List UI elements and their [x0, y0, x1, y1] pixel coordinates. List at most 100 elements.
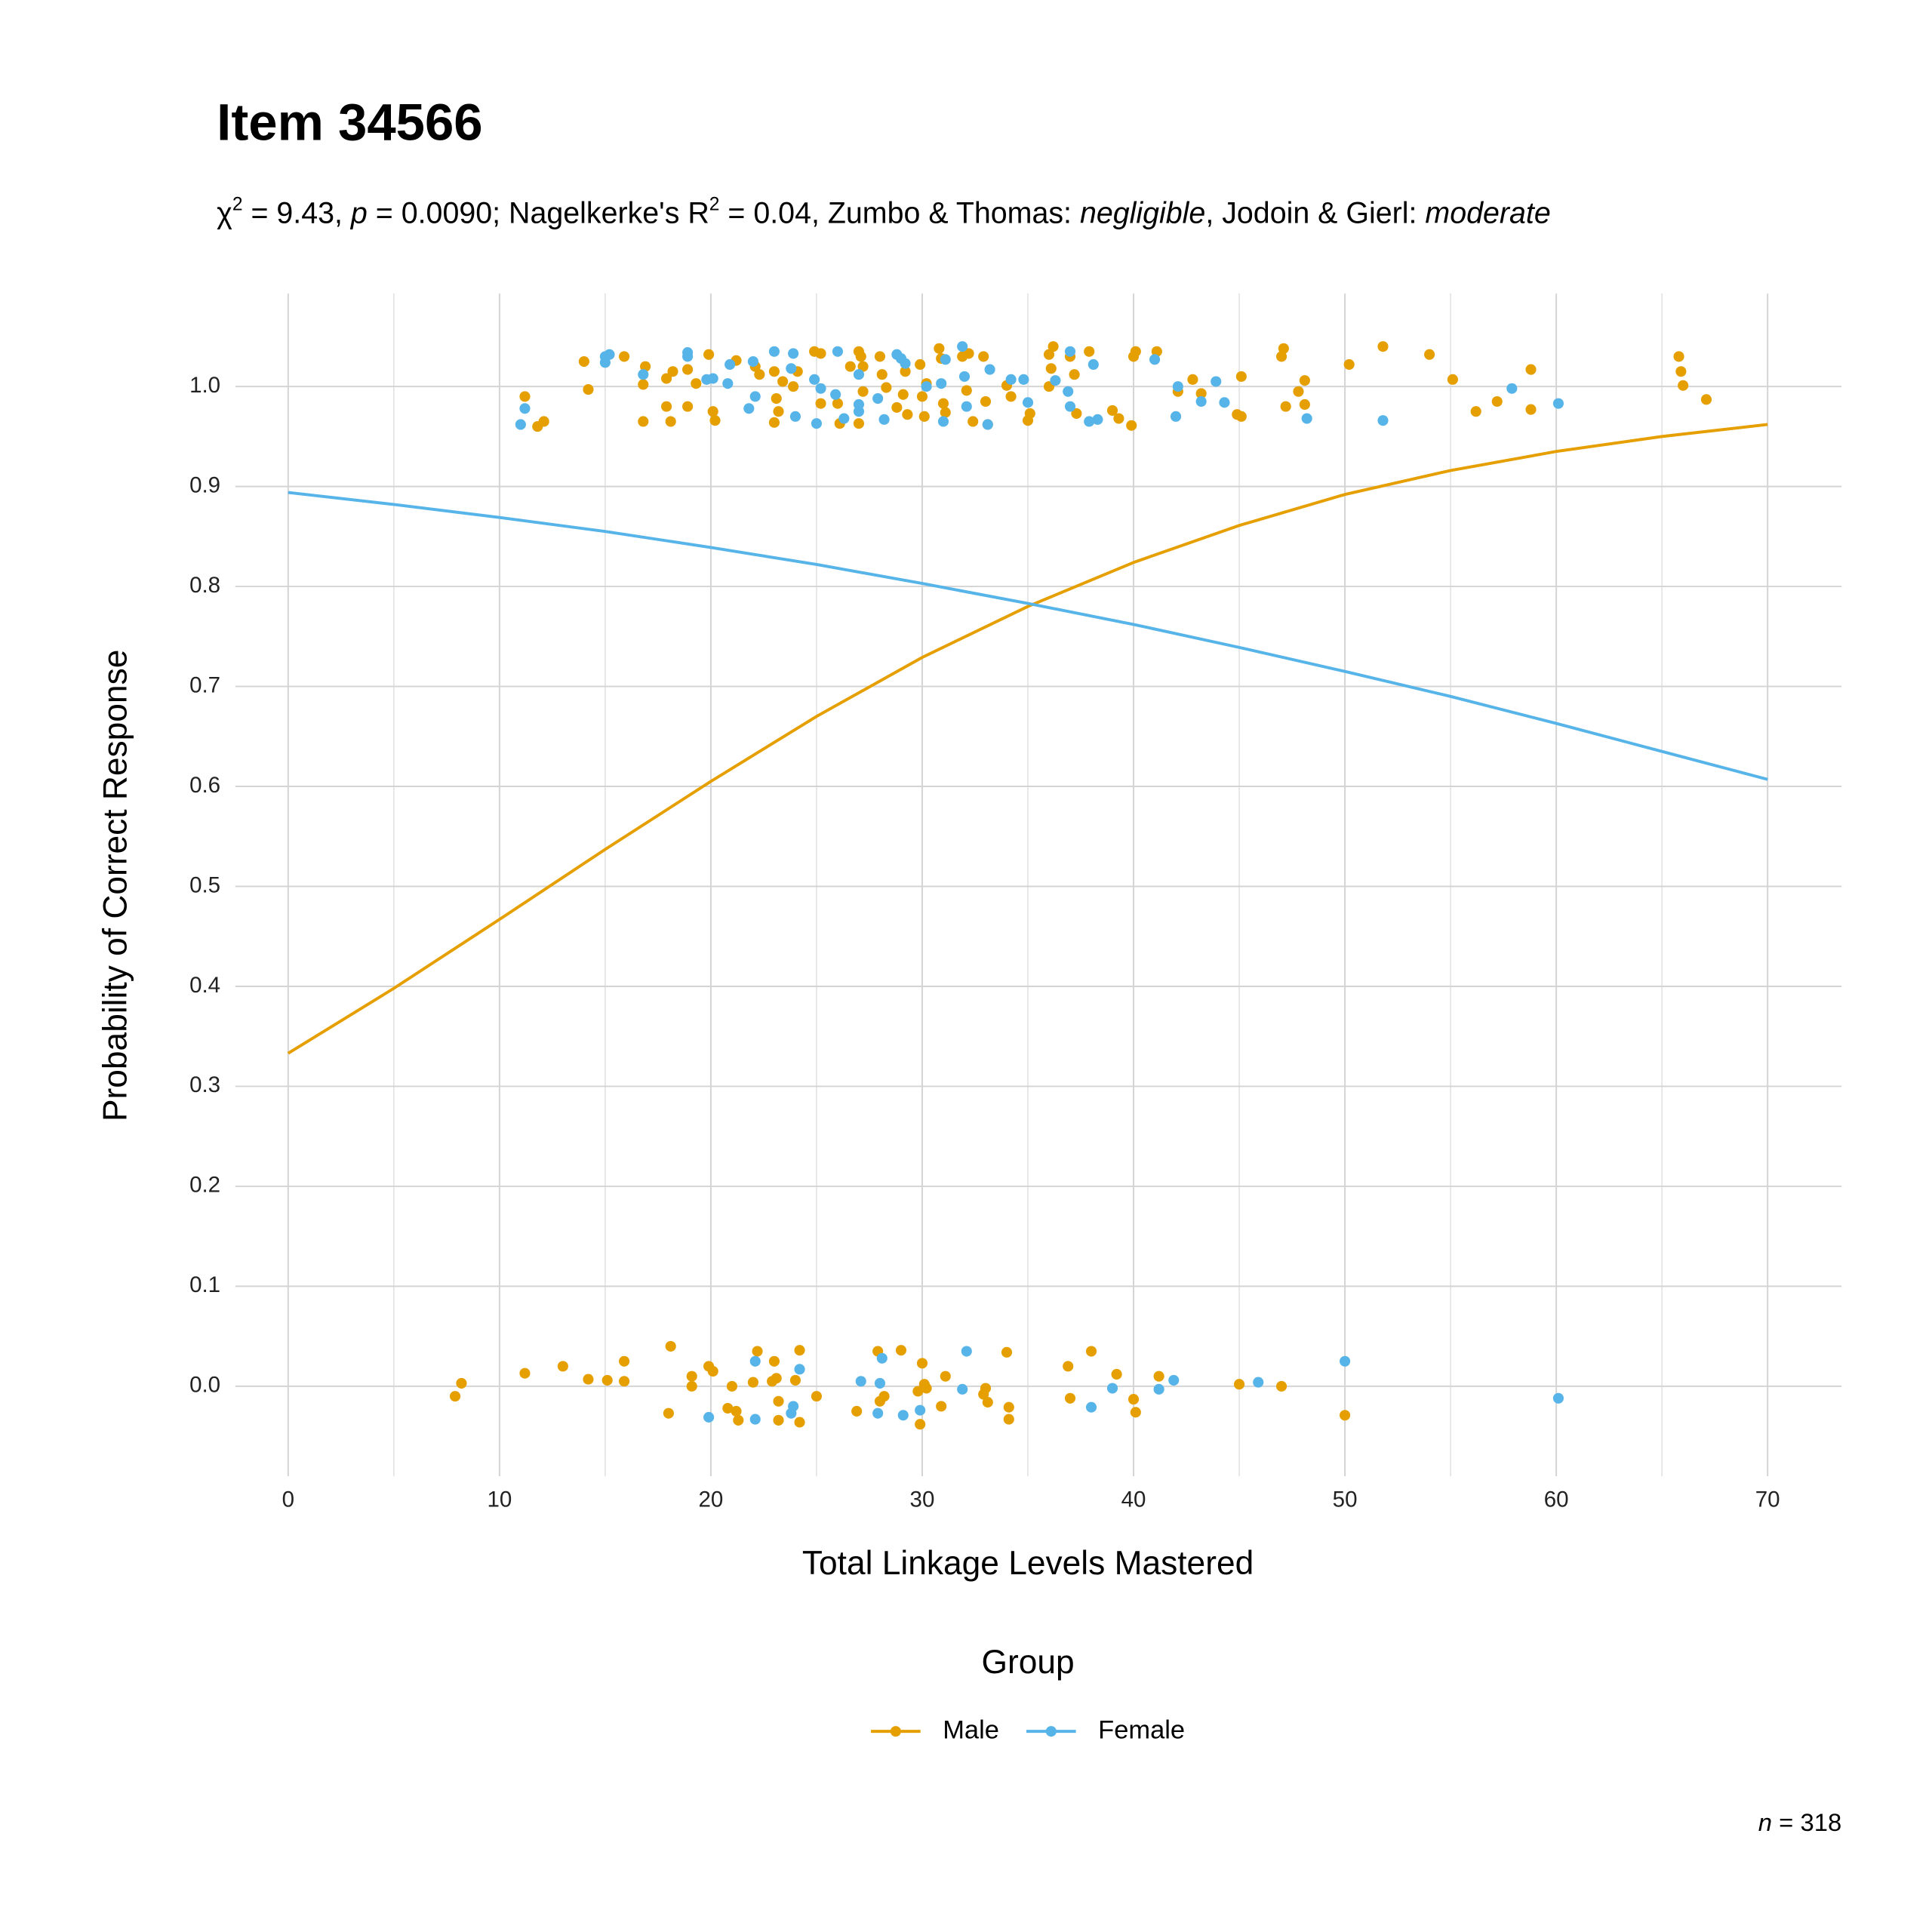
data-point — [749, 391, 761, 402]
data-point — [789, 1374, 801, 1386]
data-point — [853, 369, 865, 380]
data-point — [665, 1340, 676, 1352]
data-point — [1003, 1401, 1014, 1413]
data-point — [1130, 346, 1141, 357]
data-point — [940, 407, 951, 418]
text-part: 2 — [232, 195, 243, 215]
data-point — [876, 369, 888, 380]
data-point — [811, 1391, 822, 1402]
data-point — [456, 1377, 467, 1389]
data-point — [921, 381, 932, 392]
data-point — [724, 358, 736, 371]
data-point — [1022, 397, 1034, 408]
x-tick-label: 70 — [1755, 1487, 1780, 1512]
data-point — [1001, 1346, 1013, 1358]
data-point — [1005, 391, 1017, 402]
data-point — [707, 373, 718, 384]
data-point — [686, 1371, 697, 1382]
data-point — [1092, 414, 1103, 425]
data-point — [1151, 346, 1162, 357]
data-point — [1195, 388, 1207, 399]
data-point — [1043, 349, 1055, 360]
data-point — [902, 409, 913, 420]
data-point — [1293, 386, 1304, 397]
data-point — [853, 346, 865, 357]
data-point — [1343, 358, 1355, 371]
text-part: p — [350, 197, 368, 230]
data-point — [1299, 398, 1310, 411]
data-point — [832, 346, 844, 357]
text-part: n — [1758, 1808, 1772, 1836]
data-point — [838, 413, 850, 424]
data-point — [940, 1371, 951, 1382]
data-point — [1088, 358, 1099, 371]
data-point — [961, 385, 972, 396]
data-point — [1219, 397, 1230, 408]
data-point — [1211, 376, 1222, 387]
data-point — [1491, 395, 1503, 408]
x-tick-label: 60 — [1544, 1487, 1569, 1512]
data-point — [1340, 1410, 1351, 1421]
data-point — [891, 401, 903, 414]
data-point — [900, 366, 911, 377]
data-point — [809, 374, 820, 385]
data-point — [752, 1346, 763, 1357]
x-tick-label: 10 — [487, 1487, 512, 1512]
data-point — [1130, 1407, 1141, 1418]
data-point — [794, 1345, 805, 1356]
sample-size-note: n = 318 — [1758, 1808, 1841, 1836]
data-point — [619, 1355, 630, 1367]
data-point — [878, 414, 890, 425]
data-point — [733, 1414, 744, 1426]
data-point — [515, 419, 526, 430]
data-point — [1301, 413, 1312, 424]
data-point — [1525, 404, 1537, 415]
data-point — [1552, 398, 1564, 409]
data-point — [1084, 346, 1095, 357]
data-point — [604, 349, 615, 360]
data-point — [872, 392, 884, 405]
data-point — [773, 1395, 784, 1407]
fitted-curve — [288, 491, 1768, 781]
data-point — [978, 351, 989, 362]
data-point — [667, 366, 678, 377]
data-point — [1128, 1394, 1140, 1405]
data-point — [961, 1346, 972, 1357]
data-point — [1280, 401, 1291, 412]
y-tick-label: 0.4 — [189, 973, 220, 998]
y-tick-label: 0.3 — [189, 1072, 220, 1097]
legend-key-dot — [1045, 1726, 1057, 1737]
data-point — [1018, 374, 1029, 385]
data-point — [691, 378, 702, 389]
data-point — [916, 1358, 928, 1369]
data-point — [789, 411, 801, 422]
data-point — [1111, 1368, 1122, 1380]
data-point — [773, 406, 784, 417]
y-tick-label: 0.6 — [189, 773, 220, 798]
data-point — [619, 1376, 630, 1387]
data-point — [912, 1386, 924, 1397]
legend-title: Group — [981, 1644, 1074, 1681]
data-point — [703, 349, 715, 360]
data-point — [578, 355, 589, 368]
x-tick-label: 0 — [282, 1487, 294, 1512]
data-point — [1126, 420, 1137, 431]
data-point — [1233, 1379, 1245, 1390]
data-point — [1005, 374, 1017, 385]
data-point — [1071, 408, 1082, 419]
text-part: moderate — [1425, 197, 1550, 230]
x-tick-label: 20 — [698, 1487, 723, 1512]
data-point — [768, 417, 780, 428]
data-point — [773, 1414, 784, 1426]
data-point — [449, 1391, 461, 1402]
data-point — [1552, 1392, 1564, 1404]
data-point — [851, 1405, 863, 1417]
legend-item: Male — [871, 1715, 999, 1744]
data-point — [1153, 1371, 1164, 1382]
data-point — [1253, 1377, 1264, 1388]
data-point — [1278, 343, 1289, 354]
data-point — [661, 401, 672, 412]
data-point — [1235, 371, 1247, 382]
data-point — [895, 1345, 907, 1356]
